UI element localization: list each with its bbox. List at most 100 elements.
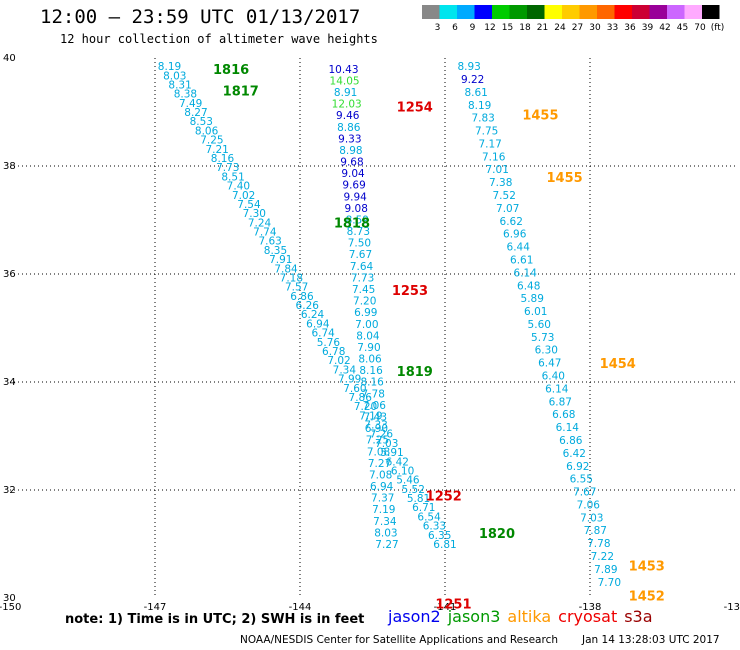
wave-height-value: 7.38 xyxy=(489,177,512,189)
wave-height-value: 8.38 xyxy=(174,89,197,101)
wave-height-value: 6.74 xyxy=(311,328,335,340)
wave-height-value: 7.78 xyxy=(362,388,385,400)
wave-height-value: 6.35 xyxy=(428,530,451,542)
colorbar-swatch xyxy=(492,5,510,19)
wave-height-value: 7.25 xyxy=(366,435,389,447)
wave-height-value: 7.37 xyxy=(371,493,394,505)
wave-height-value: 14.05 xyxy=(330,75,360,87)
wave-height-value: 8.91 xyxy=(334,87,357,99)
note-text: note: 1) Time is in UTC; 2) SWH is in fe… xyxy=(65,612,365,627)
wave-height-value: 6.86 xyxy=(290,291,314,303)
colorbar-swatch xyxy=(439,5,457,19)
wave-height-value: 6.44 xyxy=(507,242,531,254)
colorbar-swatch xyxy=(579,5,597,19)
grid-lines xyxy=(10,58,735,598)
wave-height-value: 7.70 xyxy=(598,577,621,589)
wave-height-value: 7.24 xyxy=(248,217,272,229)
colorbar-label: 30 xyxy=(589,23,601,33)
wave-height-value: 5.81 xyxy=(407,493,430,505)
wave-height-value: 6.14 xyxy=(556,422,580,434)
colorbar-swatch xyxy=(562,5,580,19)
wave-height-value: 7.34 xyxy=(333,364,357,376)
x-tick-label: -138 xyxy=(579,602,602,610)
wave-height-value: 7.26 xyxy=(370,429,394,441)
wave-height-value: 7.87 xyxy=(584,525,607,537)
pass-number-label: 1251 xyxy=(435,597,471,610)
wave-height-value: 6.14 xyxy=(545,383,569,395)
wave-height-value: 6.61 xyxy=(510,254,533,266)
colorbar-label: 42 xyxy=(659,23,670,33)
pass-number-label: 1455 xyxy=(547,171,583,186)
wave-height-value: 7.27 xyxy=(375,539,398,551)
wave-height-value: 6.62 xyxy=(500,216,523,228)
colorbar-swatch xyxy=(702,5,720,19)
colorbar-label: 21 xyxy=(537,23,548,33)
wave-height-value: 7.08 xyxy=(369,469,392,481)
colorbar-label: 6 xyxy=(452,23,458,33)
wave-height-value: 6.10 xyxy=(391,465,414,477)
pass-number-label: 1816 xyxy=(213,63,249,78)
wave-height-value: 6.78 xyxy=(322,346,345,358)
y-tick-label: 30 xyxy=(3,593,16,604)
colorbar-label: 15 xyxy=(502,23,513,33)
legend-altika: altika xyxy=(507,607,552,626)
colorbar-label: 18 xyxy=(519,23,531,33)
wave-height-value: 7.54 xyxy=(237,199,261,211)
wave-height-value: 7.89 xyxy=(594,564,617,576)
wave-height-value: 6.14 xyxy=(514,267,538,279)
x-tick-label: -150 xyxy=(0,602,21,610)
wave-height-value: 7.17 xyxy=(478,138,501,150)
legend-s3a: s3a xyxy=(624,607,653,626)
credit-text: NOAA/NESDIS Center for Satellite Applica… xyxy=(240,634,558,646)
wave-height-value: 7.49 xyxy=(179,98,202,110)
pass-number-label: 1455 xyxy=(522,109,558,124)
wave-height-value: 9.04 xyxy=(341,168,365,180)
wave-height-value: 7.16 xyxy=(482,151,506,163)
generated-timestamp: Jan 14 13:28:03 UTC 2017 xyxy=(582,634,720,646)
satellite-legend: jason2 jason3 altika cryosat s3a xyxy=(388,607,660,626)
wave-height-value: 6.40 xyxy=(542,371,565,383)
wave-height-value: 6.99 xyxy=(354,307,377,319)
wave-height-value: 6.71 xyxy=(412,502,435,514)
wave-height-value: 6.30 xyxy=(535,345,558,357)
wave-height-value: 6.55 xyxy=(570,474,593,486)
colorbar-label: 39 xyxy=(642,23,654,33)
wave-height-value: 7.19 xyxy=(372,504,395,516)
y-tick-label: 38 xyxy=(3,161,16,172)
wave-height-value: 7.91 xyxy=(269,254,292,266)
wave-height-value: 5.76 xyxy=(317,337,341,349)
wave-height-value: 7.19 xyxy=(359,410,382,422)
wave-height-value: 7.03 xyxy=(580,512,603,524)
wave-height-value: 9.69 xyxy=(342,180,365,192)
wave-height-value: 6.24 xyxy=(301,309,325,321)
colorbar-swatch xyxy=(527,5,545,19)
wave-height-value: 7.06 xyxy=(577,499,601,511)
wave-height-value: 8.59 xyxy=(346,214,369,226)
wave-height-value: 7.74 xyxy=(253,227,277,239)
colorbar-swatch xyxy=(457,5,475,19)
wave-height-value: 6.54 xyxy=(417,511,441,523)
colorbar-label: 33 xyxy=(607,23,618,33)
colorbar-label: 24 xyxy=(554,23,566,33)
wave-height-value: 7.73 xyxy=(216,162,239,174)
altimeter-plot: 30 32 34 36 38 40 -150 -147 -144 -141 -138 -135 8.1… xyxy=(0,53,740,610)
wave-height-value: 7.27 xyxy=(368,458,391,470)
wave-height-value: 6.94 xyxy=(370,481,394,493)
wave-height-value: 6.86 xyxy=(559,435,583,447)
x-tick-label: -147 xyxy=(144,602,167,610)
colorbar-label: 3 xyxy=(435,23,441,33)
wave-height-value: 7.18 xyxy=(280,272,303,284)
wave-height-value: 9.68 xyxy=(340,157,363,169)
wave-height-value: 7.84 xyxy=(274,263,298,275)
wave-height-value: 12.03 xyxy=(332,99,362,111)
wave-height-value: 8.03 xyxy=(163,70,186,82)
wave-height-value: 8.93 xyxy=(457,61,480,73)
colorbar-swatch xyxy=(632,5,650,19)
wave-height-value: 9.33 xyxy=(338,133,361,145)
wave-height-value: 6.81 xyxy=(433,539,456,551)
wave-height-value: 8.19 xyxy=(468,100,491,112)
wave-height-value: 5.73 xyxy=(531,332,554,344)
wave-height-value: 7.67 xyxy=(349,249,372,261)
legend-cryosat: cryosat xyxy=(558,607,618,626)
colorbar-swatch xyxy=(684,5,702,19)
